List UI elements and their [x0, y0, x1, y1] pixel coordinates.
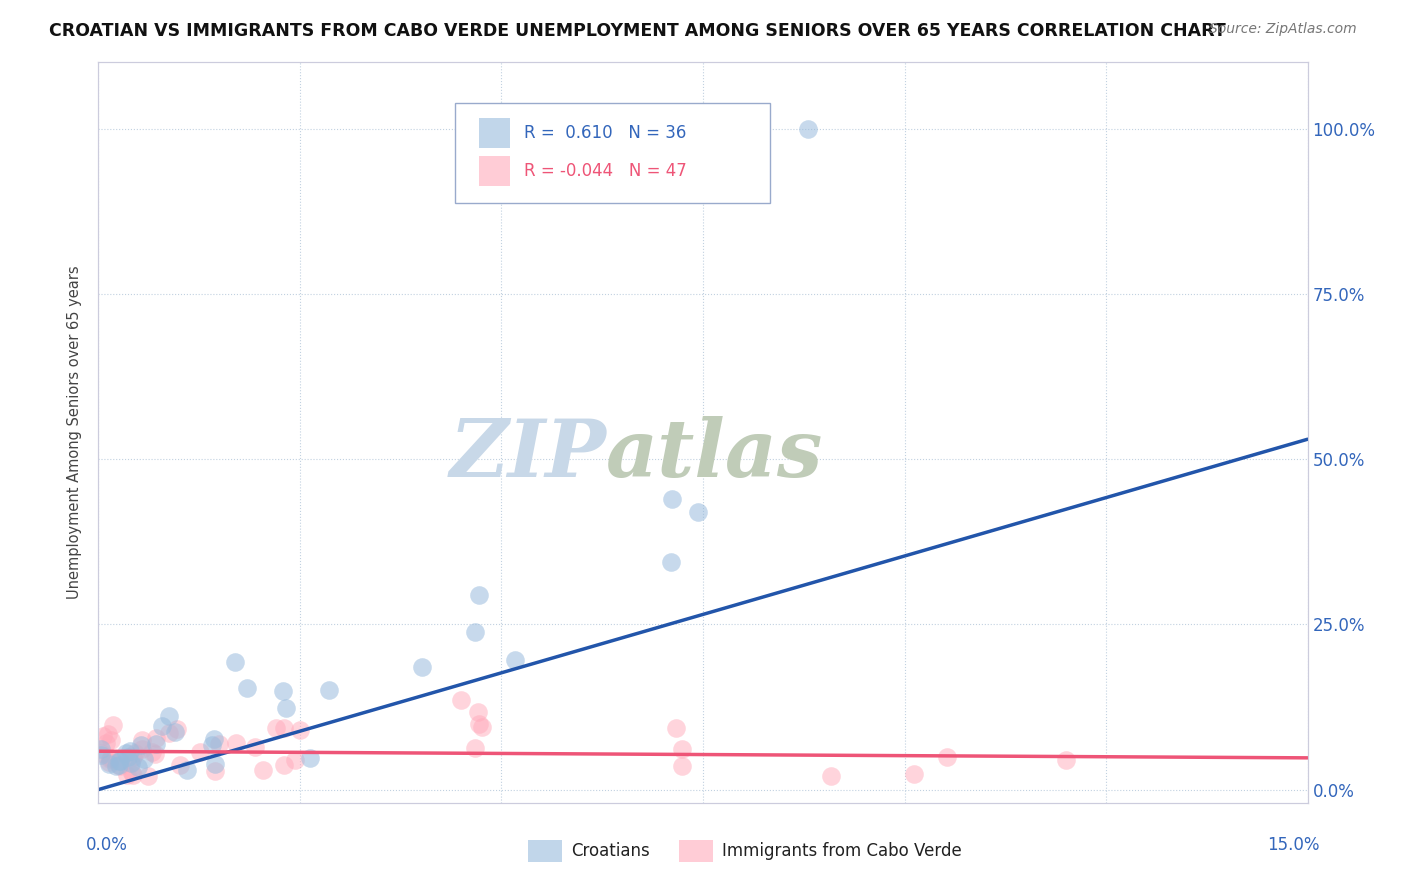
Bar [479, 156, 509, 186]
Point [468, 717, 491, 731]
Bar [527, 840, 561, 862]
Point [1054, 753, 1077, 767]
Point [101, 718, 124, 732]
Point [145, 731, 167, 745]
Point [107, 757, 129, 772]
Point [90, 746, 112, 760]
Point [936, 749, 959, 764]
Point [273, 757, 295, 772]
Point [471, 721, 494, 735]
Point [131, 733, 153, 747]
Point [318, 682, 340, 697]
Point [100, 733, 122, 747]
Point [299, 750, 322, 764]
Point [143, 747, 166, 761]
Point [225, 736, 247, 750]
Point [127, 760, 149, 774]
Point [107, 754, 129, 768]
Point [108, 755, 131, 769]
Point [129, 738, 152, 752]
Point [121, 768, 143, 782]
Text: 15.0%: 15.0% [1267, 836, 1320, 855]
Point [118, 744, 141, 758]
FancyBboxPatch shape [456, 103, 769, 203]
Point [661, 492, 683, 507]
Point [176, 763, 198, 777]
Text: 0.0%: 0.0% [86, 836, 128, 855]
Point [98, 755, 121, 769]
Point [165, 725, 187, 739]
Point [105, 759, 128, 773]
Point [117, 750, 139, 764]
Point [284, 753, 307, 767]
Point [97, 727, 120, 741]
Y-axis label: Unemployment Among Seniors over 65 years: Unemployment Among Seniors over 65 years [67, 266, 83, 599]
Point [659, 555, 682, 569]
Point [169, 757, 191, 772]
Point [288, 723, 311, 737]
Point [271, 684, 294, 698]
Point [98, 752, 121, 766]
Point [204, 757, 226, 772]
Point [120, 764, 142, 779]
Point [132, 752, 155, 766]
Point [236, 681, 259, 695]
Point [264, 721, 287, 735]
Point [94, 735, 117, 749]
Point [665, 721, 688, 735]
Text: Source: ZipAtlas.com: Source: ZipAtlas.com [1209, 22, 1357, 37]
Point [201, 738, 224, 752]
Point [90, 741, 112, 756]
Point [122, 749, 145, 764]
Text: Immigrants from Cabo Verde: Immigrants from Cabo Verde [723, 842, 962, 860]
Text: R = -0.044   N = 47: R = -0.044 N = 47 [524, 162, 686, 180]
Text: ZIP: ZIP [450, 416, 606, 493]
Point [505, 653, 527, 667]
Text: Croatians: Croatians [571, 842, 650, 860]
Point [117, 768, 139, 782]
Point [157, 726, 180, 740]
Point [90, 747, 112, 762]
Point [208, 738, 231, 752]
Point [188, 746, 211, 760]
Point [671, 742, 693, 756]
Point [150, 719, 173, 733]
Text: atlas: atlas [606, 416, 824, 493]
Point [245, 740, 267, 755]
Point [131, 741, 153, 756]
Point [252, 763, 274, 777]
Point [166, 723, 188, 737]
Point [450, 693, 472, 707]
Text: CROATIAN VS IMMIGRANTS FROM CABO VERDE UNEMPLOYMENT AMONG SENIORS OVER 65 YEARS : CROATIAN VS IMMIGRANTS FROM CABO VERDE U… [49, 22, 1226, 40]
Point [98, 757, 121, 772]
Point [108, 759, 131, 773]
Point [136, 769, 159, 783]
Point [797, 121, 820, 136]
Point [91, 729, 114, 743]
Point [464, 741, 486, 756]
Point [202, 731, 225, 746]
Point [820, 769, 842, 783]
Point [145, 738, 167, 752]
Point [141, 745, 163, 759]
Point [468, 588, 491, 602]
Point [120, 756, 142, 770]
Point [224, 655, 246, 669]
Point [273, 721, 295, 735]
Point [100, 751, 122, 765]
Point [274, 700, 297, 714]
Point [671, 758, 693, 772]
Text: R =  0.610   N = 36: R = 0.610 N = 36 [524, 124, 686, 142]
Point [124, 746, 146, 760]
Point [686, 505, 709, 519]
Point [204, 764, 226, 778]
Point [159, 708, 181, 723]
Point [903, 766, 925, 780]
Point [464, 624, 486, 639]
Point [411, 660, 433, 674]
Bar [479, 118, 509, 147]
Point [114, 746, 136, 760]
Bar [679, 840, 713, 862]
Point [467, 706, 489, 720]
